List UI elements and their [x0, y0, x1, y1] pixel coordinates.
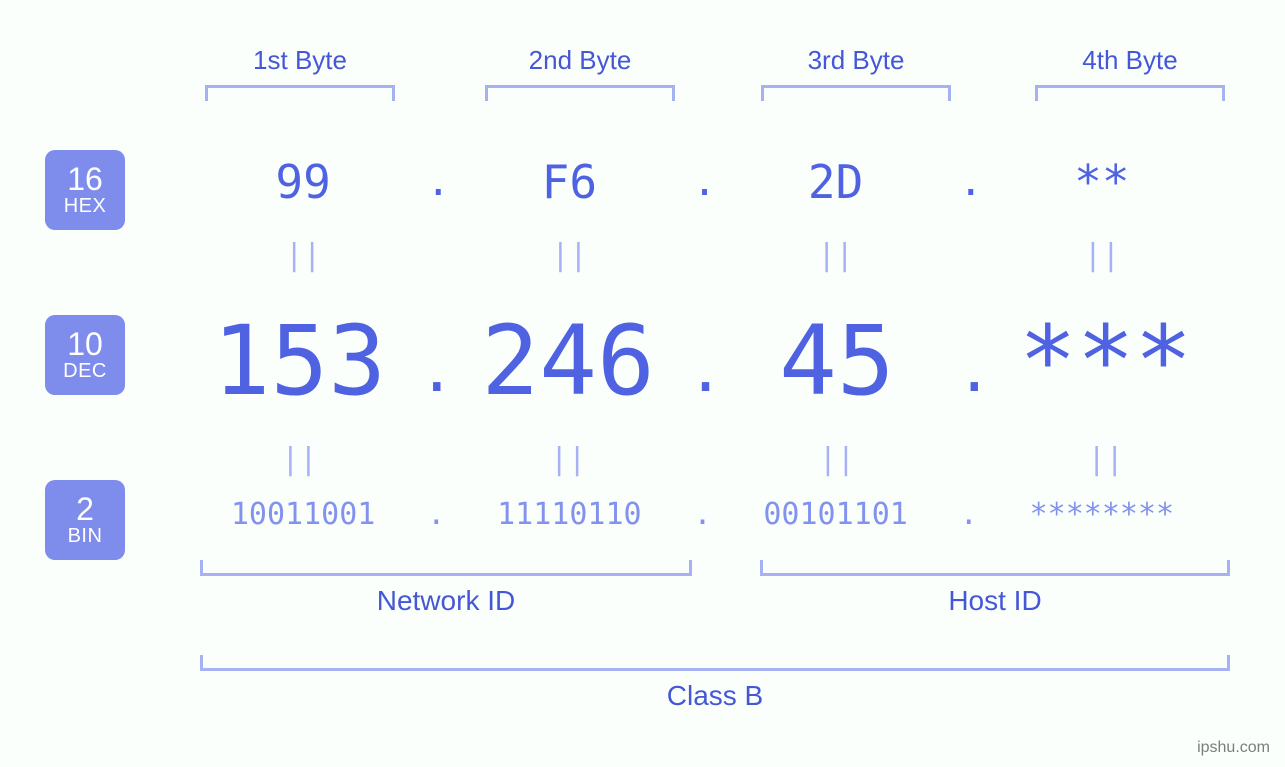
equals-icon: || [180, 442, 419, 477]
dot: . [693, 497, 713, 532]
dot: . [693, 159, 713, 205]
dot: . [959, 497, 979, 532]
equals-icon: || [718, 442, 957, 477]
hex-byte-3: 2D [713, 155, 959, 209]
badge-txt: DEC [63, 361, 107, 382]
dot: . [688, 336, 718, 406]
top-bracket-4 [1035, 85, 1225, 101]
dec-row: 153 . 246 . 45 . *** [180, 305, 1225, 417]
equals-icon: || [713, 238, 959, 273]
byte-label-4: 4th Byte [1030, 45, 1230, 76]
byte-label-2: 2nd Byte [480, 45, 680, 76]
top-bracket-1 [205, 85, 395, 101]
base-badge-dec: 10 DEC [45, 315, 125, 395]
byte-label-3: 3rd Byte [756, 45, 956, 76]
equals-row-dec-bin: || || || || [180, 442, 1225, 477]
hex-byte-4: ** [979, 155, 1225, 209]
equals-icon: || [449, 442, 688, 477]
dot: . [956, 336, 986, 406]
byte-label-1: 1st Byte [200, 45, 400, 76]
ip-diagram: 1st Byte 2nd Byte 3rd Byte 4th Byte 16 H… [0, 0, 1285, 767]
bin-byte-4: ******** [979, 497, 1225, 532]
equals-icon: || [986, 442, 1225, 477]
bin-row: 10011001 . 11110110 . 00101101 . *******… [180, 497, 1225, 532]
dot: . [426, 159, 446, 205]
hex-row: 99 . F6 . 2D . ** [180, 155, 1225, 209]
equals-icon: || [180, 238, 426, 273]
dot: . [959, 159, 979, 205]
hex-byte-2: F6 [446, 155, 692, 209]
dec-byte-2: 246 [449, 305, 688, 417]
class-label: Class B [200, 680, 1230, 712]
hex-byte-1: 99 [180, 155, 426, 209]
equals-row-hex-dec: || || || || [180, 238, 1225, 273]
badge-num: 10 [67, 328, 103, 362]
host-id-bracket [760, 560, 1230, 576]
dot: . [419, 336, 449, 406]
equals-icon: || [446, 238, 692, 273]
dec-byte-1: 153 [180, 305, 419, 417]
badge-txt: HEX [64, 196, 107, 217]
dot: . [426, 497, 446, 532]
bin-byte-2: 11110110 [446, 497, 692, 532]
dec-byte-4: *** [986, 305, 1225, 417]
bin-byte-1: 10011001 [180, 497, 426, 532]
badge-num: 2 [76, 493, 94, 527]
dec-byte-3: 45 [718, 305, 957, 417]
bin-byte-3: 00101101 [713, 497, 959, 532]
network-id-label: Network ID [200, 585, 692, 617]
class-bracket [200, 655, 1230, 671]
network-id-bracket [200, 560, 692, 576]
badge-num: 16 [67, 163, 103, 197]
top-bracket-3 [761, 85, 951, 101]
base-badge-hex: 16 HEX [45, 150, 125, 230]
host-id-label: Host ID [760, 585, 1230, 617]
equals-icon: || [979, 238, 1225, 273]
badge-txt: BIN [68, 526, 103, 547]
top-bracket-2 [485, 85, 675, 101]
attribution-text: ipshu.com [1197, 739, 1270, 757]
base-badge-bin: 2 BIN [45, 480, 125, 560]
